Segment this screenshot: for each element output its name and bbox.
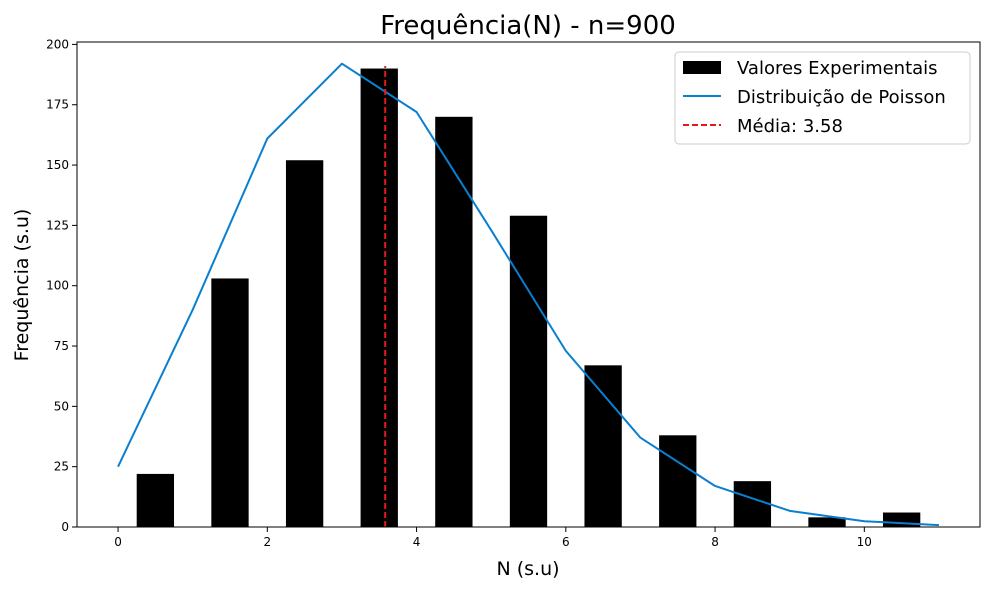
legend-label-bars: Valores Experimentais <box>737 58 938 79</box>
legend-box <box>674 51 971 145</box>
x-tick-label: 2 <box>263 535 271 549</box>
bar <box>584 365 622 527</box>
bar <box>435 116 473 527</box>
y-tick-label: 75 <box>54 339 69 353</box>
x-tick-label: 10 <box>857 535 872 549</box>
legend: Valores Experimentais Distribuição de Po… <box>674 51 971 145</box>
y-tick-label: 0 <box>61 520 69 534</box>
y-tick-label: 150 <box>46 158 69 172</box>
bar <box>285 160 324 527</box>
x-tick-label: 8 <box>711 535 719 549</box>
x-tick-label: 0 <box>114 535 122 549</box>
y-tick-label: 100 <box>46 279 69 293</box>
x-axis-ticks: 0 2 4 6 8 10 <box>114 527 872 549</box>
bar <box>136 473 175 527</box>
y-axis-ticks: 0 25 50 75 100 125 150 175 200 <box>46 37 77 534</box>
bar <box>808 517 846 527</box>
legend-label-mean: Média: 3.58 <box>737 116 843 137</box>
x-tick-label: 6 <box>562 535 570 549</box>
poisson-line <box>117 62 940 527</box>
legend-bar-swatch <box>683 61 721 74</box>
x-tick-label: 4 <box>413 535 421 549</box>
plot-frame <box>76 41 981 528</box>
bar <box>659 435 697 527</box>
y-axis-label: Frequência (s.u) <box>11 209 33 362</box>
bar <box>509 215 548 528</box>
legend-label-line: Distribuição de Poisson <box>737 87 946 108</box>
y-tick-label: 125 <box>46 218 69 232</box>
bar <box>733 481 772 527</box>
x-axis-label: N (s.u) <box>496 558 559 580</box>
y-tick-label: 50 <box>54 399 69 413</box>
chart-title: Frequência(N) - n=900 <box>380 11 676 41</box>
bar <box>211 278 249 527</box>
bar <box>882 512 921 527</box>
y-tick-label: 175 <box>46 98 69 112</box>
y-tick-label: 200 <box>46 37 69 51</box>
y-tick-label: 25 <box>54 460 69 474</box>
bars-layer <box>136 68 921 528</box>
line-layer <box>117 62 940 527</box>
bar <box>360 68 398 527</box>
